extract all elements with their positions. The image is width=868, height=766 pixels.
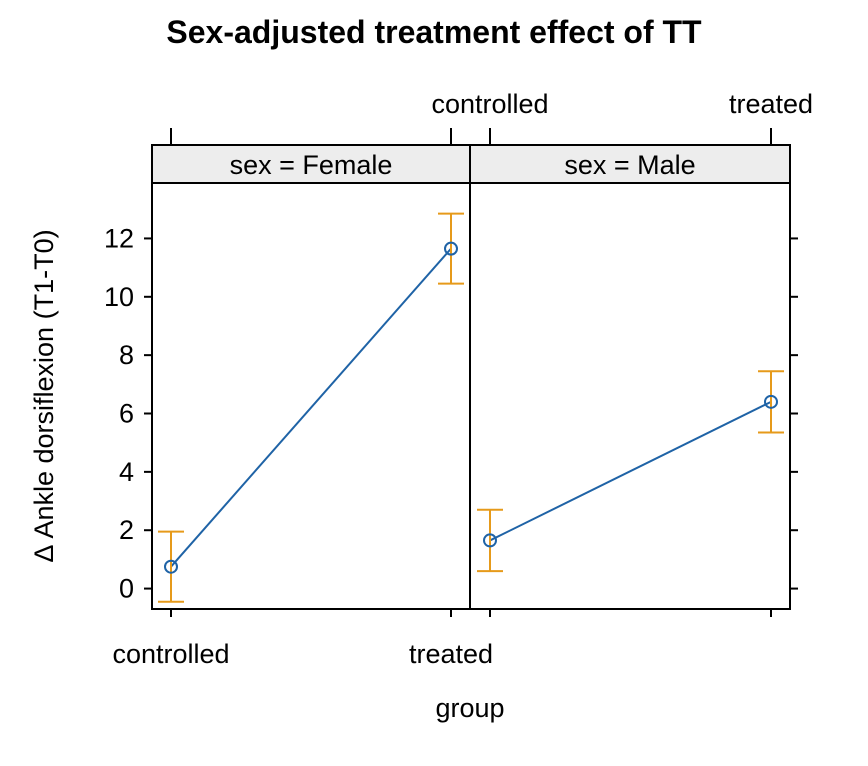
data-point <box>483 533 497 548</box>
data-point <box>764 394 778 409</box>
y-tick-label: 10 <box>104 282 134 312</box>
x-tick-label-top-treated: treated <box>729 89 813 119</box>
series-line <box>489 400 772 542</box>
y-tick-label: 0 <box>119 574 134 604</box>
y-axis-label: Δ Ankle dorsiflexion (T1-T0) <box>29 229 59 562</box>
y-tick-label: 4 <box>119 457 134 487</box>
strip-label-male: sex = Male <box>564 150 695 180</box>
x-tick-label-bottom-treated: treated <box>409 639 493 669</box>
y-tick-label: 8 <box>119 340 134 370</box>
data-point <box>164 559 178 574</box>
strip-female <box>151 144 471 184</box>
y-tick-label: 6 <box>119 399 134 429</box>
panel-female <box>151 182 471 610</box>
x-axis-label: group <box>435 693 504 723</box>
strip-male <box>469 144 791 184</box>
strip-label-female: sex = Female <box>230 150 393 180</box>
y-tick-label: 12 <box>104 223 134 253</box>
y-tick-label: 2 <box>119 515 134 545</box>
data-point <box>444 241 458 256</box>
series-line <box>170 247 452 568</box>
x-tick-label-top-controlled: controlled <box>431 89 548 119</box>
chart-title: Sex-adjusted treatment effect of TT <box>166 14 702 50</box>
x-tick-label-bottom-controlled: controlled <box>112 639 229 669</box>
panel-male <box>469 182 791 610</box>
